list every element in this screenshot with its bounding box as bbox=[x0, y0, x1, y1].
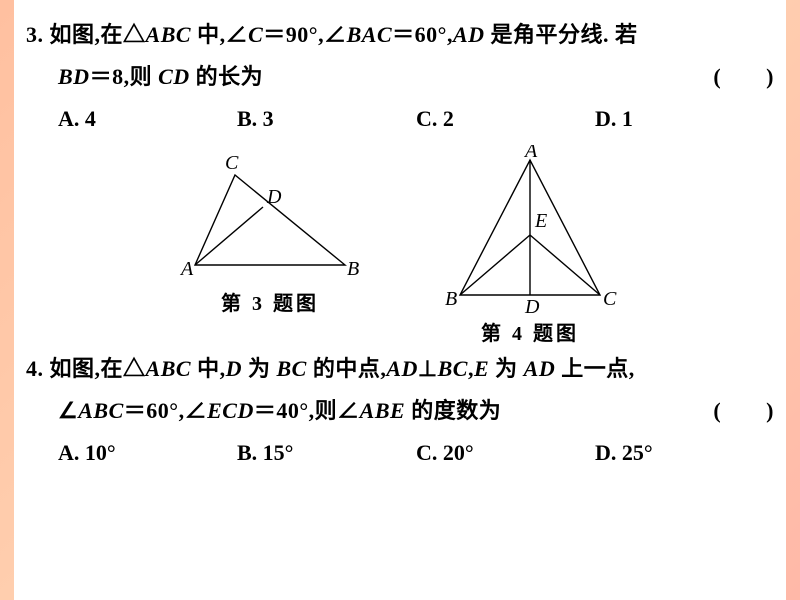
q3-opt-a: A. 4 bbox=[58, 98, 237, 140]
q3-line2: BD＝8,则 CD 的长为 ( ) bbox=[26, 56, 774, 98]
figures-row: A B C D 第 3 题图 A B C bbox=[26, 145, 774, 346]
q3-caption: 第 3 题图 bbox=[175, 287, 365, 316]
svg-text:B: B bbox=[347, 258, 359, 280]
q4-options: A. 10° B. 15° C. 20° D. 25° bbox=[26, 432, 774, 474]
svg-text:D: D bbox=[266, 186, 282, 208]
svg-text:C: C bbox=[225, 152, 239, 174]
svg-text:E: E bbox=[534, 210, 547, 232]
q3-num: 3. bbox=[26, 22, 44, 47]
q4-svg: A B C D E bbox=[435, 145, 625, 315]
svg-text:A: A bbox=[523, 145, 538, 162]
q4-opt-a: A. 10° bbox=[58, 432, 237, 474]
q4-figure: A B C D E 第 4 题图 bbox=[435, 145, 625, 346]
q3-figure: A B C D 第 3 题图 bbox=[175, 145, 365, 346]
q3-paren: ( ) bbox=[713, 56, 774, 98]
q4-opt-b: B. 15° bbox=[237, 432, 416, 474]
q3-options: A. 4 B. 3 C. 2 D. 1 bbox=[26, 98, 774, 140]
q4-line2: ∠ABC＝60°,∠ECD＝40°,则∠ABE 的度数为 ( ) bbox=[26, 390, 774, 432]
q3-line1: 3. 如图,在△ABC 中,∠C＝90°,∠BAC＝60°,AD 是角平分线. … bbox=[26, 14, 774, 56]
page-content: 3. 如图,在△ABC 中,∠C＝90°,∠BAC＝60°,AD 是角平分线. … bbox=[14, 0, 786, 600]
q4-opt-d: D. 25° bbox=[595, 432, 774, 474]
q3-opt-c: C. 2 bbox=[416, 98, 595, 140]
q4-line1: 4. 如图,在△ABC 中,D 为 BC 的中点,AD⊥BC,E 为 AD 上一… bbox=[26, 348, 774, 390]
svg-text:B: B bbox=[445, 288, 457, 310]
q4-caption: 第 4 题图 bbox=[435, 317, 625, 346]
q3-opt-b: B. 3 bbox=[237, 98, 416, 140]
q4-opt-c: C. 20° bbox=[416, 432, 595, 474]
svg-text:A: A bbox=[179, 258, 194, 280]
q4-paren: ( ) bbox=[713, 390, 774, 432]
svg-text:D: D bbox=[524, 296, 540, 315]
svg-text:C: C bbox=[603, 288, 617, 310]
q4-num: 4. bbox=[26, 356, 44, 381]
q3-svg: A B C D bbox=[175, 145, 365, 285]
q3-opt-d: D. 1 bbox=[595, 98, 774, 140]
